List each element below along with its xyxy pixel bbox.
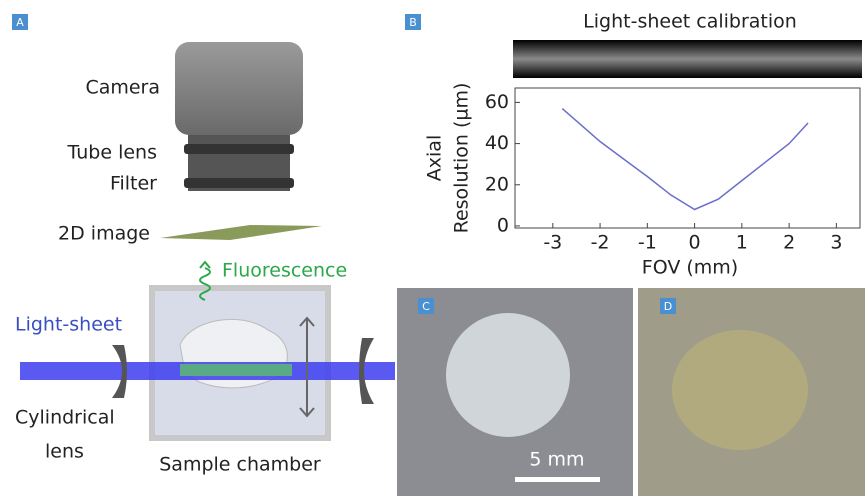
- panel-label: B: [409, 16, 417, 29]
- y-axis-label: Resolution (µm): [451, 83, 473, 234]
- badge: A: [12, 14, 28, 30]
- panel-label: C: [422, 300, 430, 313]
- x-tick-label: -1: [638, 232, 657, 254]
- plot-frame: [515, 88, 860, 228]
- filter: [184, 178, 294, 188]
- label: Light-sheet: [15, 314, 122, 336]
- panel-label: D: [664, 300, 672, 313]
- x-tick-label: 2: [783, 232, 795, 254]
- badge: D: [660, 298, 676, 314]
- light-sheet-image: [513, 40, 862, 78]
- y-tick-label: 40: [485, 132, 509, 154]
- sample-photo: [672, 330, 808, 450]
- label: Cylindrical: [15, 407, 115, 429]
- y-axis-label: Axial: [424, 135, 446, 181]
- figure: A B Camera Tube lens Filter 2D image Flu…: [0, 0, 865, 496]
- x-tick-label: 3: [830, 232, 842, 254]
- x-tick-label: -3: [543, 232, 562, 254]
- y-tick-label: 60: [485, 91, 509, 113]
- label: Tube lens: [67, 142, 157, 164]
- x-tick-label: 1: [736, 232, 748, 254]
- label: Camera: [85, 77, 160, 99]
- y-tick-label: 20: [485, 173, 509, 195]
- label: 2D image: [58, 223, 150, 245]
- sample-photo: [446, 313, 570, 437]
- x-tick-label: -2: [591, 232, 610, 254]
- scale-bar: [515, 477, 600, 482]
- camera-body: [175, 42, 303, 135]
- badge: B: [405, 14, 421, 30]
- fluorescing-plane: [180, 364, 292, 376]
- image-plane: [160, 225, 322, 240]
- tube-lens: [184, 144, 294, 154]
- scale-label: 5 mm: [529, 449, 584, 471]
- label: Sample chamber: [159, 454, 321, 476]
- label: lens: [45, 441, 84, 463]
- label: Filter: [110, 173, 157, 195]
- x-tick-label: 0: [689, 232, 701, 254]
- badge: C: [418, 298, 434, 314]
- x-axis-label: FOV (mm): [642, 257, 738, 279]
- panel-label: A: [16, 16, 24, 29]
- label: Fluorescence: [222, 260, 347, 282]
- y-tick-label: 0: [497, 214, 509, 236]
- data-line: [562, 109, 808, 210]
- chart-title: Light-sheet calibration: [583, 11, 797, 33]
